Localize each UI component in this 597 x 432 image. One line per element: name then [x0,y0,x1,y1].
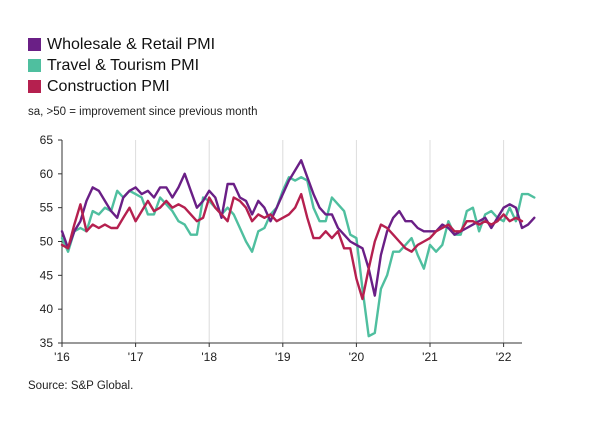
x-tick-label: '21 [422,350,438,364]
legend: Wholesale & Retail PMI Travel & Tourism … [28,34,215,97]
y-tick-label: 55 [40,201,54,215]
legend-swatch-construction [28,80,41,93]
series-line-construction-pmi [60,192,524,301]
legend-item-wholesale-retail: Wholesale & Retail PMI [28,34,215,55]
x-tick-label: '18 [201,350,217,364]
source-note: Source: S&P Global. [28,380,134,392]
y-tick-label: 35 [40,336,54,350]
x-tick-label: '22 [496,350,512,364]
x-tick-label: '20 [349,350,365,364]
legend-swatch-travel-tourism [28,59,41,72]
legend-label-wholesale-retail: Wholesale & Retail PMI [47,35,216,53]
x-tick-label: '19 [275,350,291,364]
legend-label-travel-tourism: Travel & Tourism PMI [47,56,200,74]
x-tick-label: '17 [128,350,144,364]
series-line-wholesale-retail-pmi [60,159,536,297]
legend-item-construction: Construction PMI [28,76,215,97]
legend-swatch-wholesale-retail [28,38,41,51]
y-tick-label: 50 [40,235,54,249]
x-tick-label: '16 [54,350,70,364]
chart-note: sa, >50 = improvement since previous mon… [28,106,258,118]
y-tick-label: 60 [40,167,54,181]
legend-label-construction: Construction PMI [47,77,170,95]
y-tick-label: 45 [40,268,54,282]
y-tick-label: 65 [40,133,54,147]
y-tick-label: 40 [40,302,54,316]
legend-item-travel-tourism: Travel & Tourism PMI [28,55,215,76]
